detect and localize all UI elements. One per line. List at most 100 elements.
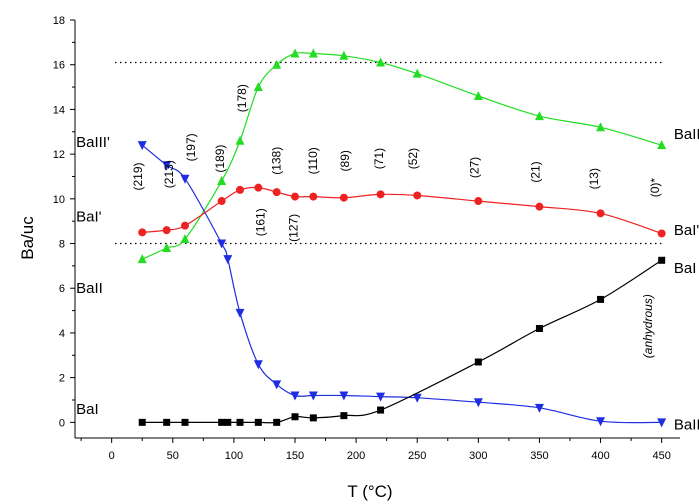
data-point xyxy=(217,197,226,206)
data-point xyxy=(535,202,544,211)
x-axis-title: T (°C) xyxy=(347,482,392,501)
annotation-label: (71) xyxy=(372,148,386,169)
annotation-label: (110) xyxy=(306,147,320,174)
data-point xyxy=(272,380,282,390)
data-point xyxy=(272,188,281,197)
annotation-label: (13) xyxy=(587,168,601,189)
series-line xyxy=(142,259,663,424)
data-point xyxy=(137,254,147,264)
data-point xyxy=(236,418,244,426)
data-point xyxy=(235,308,245,318)
y-tick-label: 18 xyxy=(53,15,65,27)
x-tick-label: 250 xyxy=(408,450,426,462)
data-point xyxy=(291,413,299,421)
data-point xyxy=(376,392,386,402)
data-point xyxy=(308,48,318,58)
data-point xyxy=(253,360,263,370)
data-point xyxy=(412,68,422,78)
annotations: (219) (213) (197) (189) (178) (161) (138) (127)… xyxy=(131,84,662,358)
data-point xyxy=(272,59,282,69)
data-point xyxy=(224,418,232,426)
data-point xyxy=(137,141,147,151)
x-tick-label: 300 xyxy=(469,450,487,462)
series-label: BaI' xyxy=(674,222,699,239)
data-point xyxy=(162,243,172,252)
data-point xyxy=(339,50,349,60)
y-tick-label: 16 xyxy=(53,60,65,72)
data-point xyxy=(180,234,190,244)
x-tick-label: 100 xyxy=(225,450,243,462)
series-label: BaII xyxy=(674,126,699,143)
data-point xyxy=(291,192,299,201)
data-point xyxy=(138,418,146,426)
annotation-label: (219) xyxy=(131,162,145,190)
data-point xyxy=(163,418,171,426)
x-tick-label: 150 xyxy=(286,450,304,462)
data-point xyxy=(218,418,226,426)
data-point xyxy=(254,183,263,192)
annotation-label: (0)* xyxy=(648,178,662,198)
data-point xyxy=(657,229,666,238)
data-point xyxy=(377,406,385,414)
series-0 xyxy=(137,48,667,264)
annotation-label: (178) xyxy=(235,84,249,112)
data-point xyxy=(597,295,605,303)
y-tick-label: 8 xyxy=(59,239,65,251)
y-tick-label: 10 xyxy=(53,194,65,206)
series-1 xyxy=(137,141,667,428)
annotation-label: (161) xyxy=(253,208,267,236)
annotation-label: (138) xyxy=(269,147,283,175)
data-point xyxy=(413,191,422,200)
y-tick-label: 2 xyxy=(59,373,65,385)
y-axis-title: Ba/uc xyxy=(18,216,37,260)
data-point xyxy=(596,122,606,132)
annotation-label: (189) xyxy=(213,145,227,173)
series-3 xyxy=(138,256,666,426)
data-point xyxy=(474,197,483,206)
data-point xyxy=(535,324,543,332)
data-point xyxy=(376,57,386,67)
data-point xyxy=(290,391,300,401)
series-group xyxy=(137,48,667,428)
data-point xyxy=(254,418,262,426)
data-point xyxy=(162,161,172,171)
data-point xyxy=(290,48,300,58)
annotation-label: (21) xyxy=(528,161,542,182)
x-tick-label: 350 xyxy=(530,450,548,462)
y-tick-label: 14 xyxy=(53,104,65,116)
x-tick-label: 0 xyxy=(109,450,115,462)
data-point xyxy=(596,417,606,427)
data-point xyxy=(534,111,544,121)
data-point xyxy=(309,192,318,201)
data-point xyxy=(474,358,482,366)
series-label: BaI xyxy=(674,260,697,277)
x-tick-label: 50 xyxy=(167,450,179,462)
data-point xyxy=(138,228,147,237)
data-point xyxy=(181,418,189,426)
series-2 xyxy=(138,183,666,238)
y-tick-label: 4 xyxy=(59,328,65,340)
data-point xyxy=(596,209,605,218)
data-point xyxy=(412,393,422,403)
annotation-label: (213) xyxy=(162,160,176,188)
y-tick-label: 6 xyxy=(59,283,65,295)
data-point xyxy=(217,239,227,249)
axes: 0 2 4 6 8 10 12 14 16 18 0 50 100 150 200 250 300 350 400 4… xyxy=(53,15,680,462)
annotation-label: (anhydrous) xyxy=(641,294,655,358)
series-labels: BaIII' BaI' BaII BaI BaII BaI' BaI BaIII' xyxy=(76,126,699,434)
data-point xyxy=(253,82,263,92)
data-point xyxy=(658,256,666,264)
annotation-label: (27) xyxy=(467,157,481,178)
data-point xyxy=(273,418,281,426)
data-point xyxy=(162,226,171,235)
series-label: BaI xyxy=(76,401,99,418)
x-tick-label: 450 xyxy=(652,450,670,462)
annotation-label: (197) xyxy=(184,133,198,161)
data-point xyxy=(473,91,483,100)
annotation-label: (127) xyxy=(286,214,300,242)
data-point xyxy=(340,412,348,420)
y-tick-label: 12 xyxy=(53,149,65,161)
x-tick-label: 400 xyxy=(591,450,609,462)
x-tick-label: 200 xyxy=(347,450,365,462)
annotation-label: (52) xyxy=(406,148,420,169)
